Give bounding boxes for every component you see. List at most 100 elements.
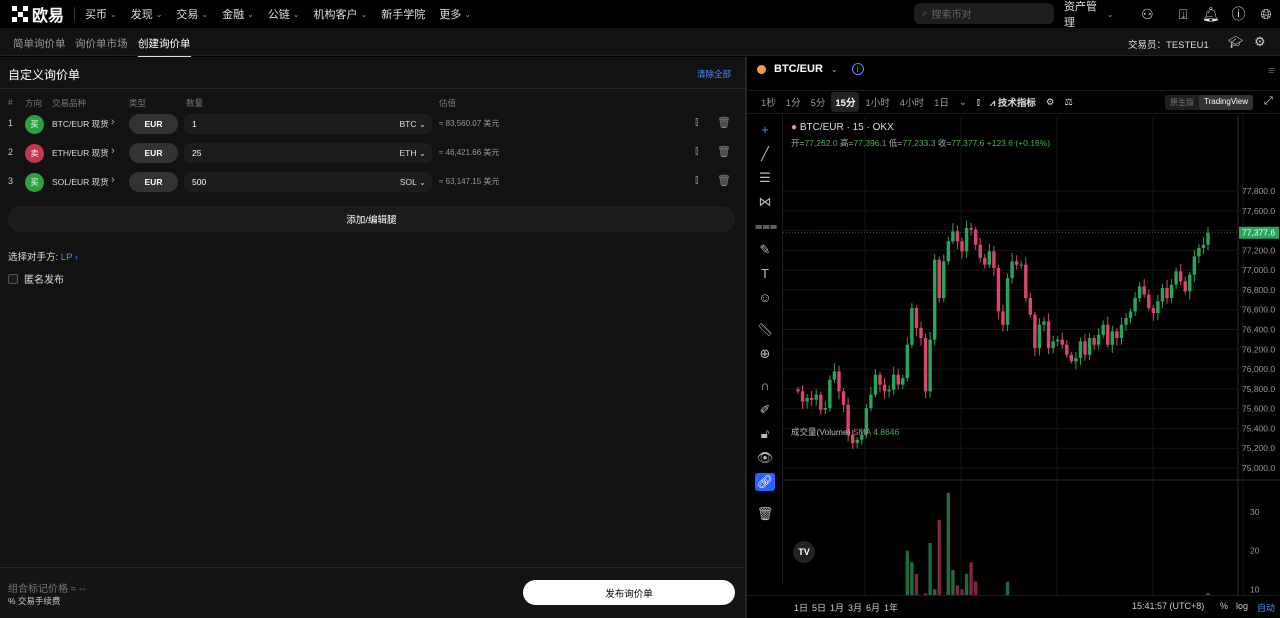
- brush-icon[interactable]: ✎: [759, 242, 771, 257]
- nav-item[interactable]: 交易 ⌄: [176, 6, 208, 22]
- side-badge[interactable]: 卖: [25, 144, 44, 163]
- trash-icon[interactable]: 🗑︎: [756, 506, 774, 521]
- quantity-input[interactable]: 1 BTC ⌄: [184, 114, 432, 134]
- candle-type-icon[interactable]: ⫾: [976, 96, 980, 108]
- indicators-button[interactable]: ⩘ 技术指标: [986, 92, 1040, 112]
- chart-candle-icon[interactable]: ⫾: [695, 174, 699, 186]
- nav-item[interactable]: 公链 ⌄: [268, 6, 300, 22]
- help-icon[interactable]: ⓘ: [1231, 6, 1246, 22]
- nav-item[interactable]: 更多 ⌄: [439, 6, 471, 22]
- nav-item[interactable]: 金融 ⌄: [222, 6, 254, 22]
- user-icon[interactable]: ⚇: [1141, 5, 1154, 22]
- menu-icon[interactable]: ≡: [1268, 65, 1275, 77]
- add-edit-leg-button[interactable]: 添加/编辑腿: [8, 206, 735, 232]
- link-icon[interactable]: 🔗︎: [755, 473, 775, 491]
- range-button[interactable]: 6月: [866, 603, 881, 613]
- checkbox[interactable]: [8, 273, 18, 284]
- assets-menu[interactable]: 资产管理 ⌄: [1064, 0, 1114, 30]
- publish-rfq-button[interactable]: 发布询价单: [523, 580, 735, 605]
- tradingview-logo-icon[interactable]: TV: [793, 541, 815, 563]
- unit-selector[interactable]: BTC ⌄: [399, 119, 426, 129]
- nav-item[interactable]: 发现 ⌄: [131, 6, 163, 22]
- chart-version-toggle[interactable]: 原生版 TradingView: [1165, 95, 1254, 110]
- lock-icon[interactable]: 🔓︎: [760, 426, 770, 441]
- eye-icon[interactable]: 👁︎: [756, 450, 774, 465]
- trash-icon[interactable]: 🗑︎: [717, 175, 731, 187]
- side-badge[interactable]: 买: [25, 173, 44, 192]
- symbol-selector[interactable]: BTC/EUR ⌄ i: [757, 63, 864, 75]
- chevron-right-icon[interactable]: ›: [111, 145, 115, 157]
- info-icon[interactable]: i: [851, 63, 864, 75]
- timeframe-5[interactable]: 4小时: [899, 98, 925, 109]
- pattern-icon[interactable]: ⋈: [758, 194, 772, 209]
- type-button[interactable]: EUR: [129, 114, 178, 134]
- instrument-label[interactable]: SOL/EUR 现货: [52, 177, 109, 187]
- log-toggle[interactable]: log: [1236, 601, 1249, 611]
- timeframe-2[interactable]: 5分: [810, 98, 826, 109]
- globe-icon[interactable]: 🌐︎: [1260, 5, 1272, 22]
- type-button[interactable]: EUR: [129, 143, 178, 163]
- tab-create-rfq[interactable]: 创建询价单: [138, 38, 191, 58]
- range-button[interactable]: 5日: [812, 603, 827, 613]
- emoji-icon[interactable]: ☺: [758, 290, 772, 305]
- trash-icon[interactable]: 🗑︎: [717, 146, 731, 158]
- chart-candle-icon[interactable]: ⫾: [695, 145, 699, 157]
- nav-item[interactable]: 机构客户 ⌄: [314, 6, 368, 22]
- range-button[interactable]: 1日: [794, 603, 809, 613]
- magnet-icon[interactable]: ∩: [760, 378, 770, 393]
- chevron-right-icon[interactable]: ›: [111, 174, 115, 186]
- graduation-cap-icon[interactable]: 🎓︎: [1228, 35, 1244, 49]
- instrument-label[interactable]: BTC/EUR 现货: [52, 119, 109, 129]
- timeframe-more-chevron-icon[interactable]: ⌄: [958, 96, 967, 108]
- auto-scale-toggle[interactable]: 自动: [1257, 603, 1276, 613]
- range-button[interactable]: 1月: [830, 603, 845, 613]
- unit-selector[interactable]: SOL ⌄: [399, 177, 426, 187]
- download-icon[interactable]: ⍗: [1178, 5, 1188, 22]
- crosshair-icon[interactable]: +: [761, 122, 769, 137]
- side-badge[interactable]: 买: [25, 115, 44, 134]
- fib-icon[interactable]: ⩶: [755, 218, 778, 233]
- parallel-lines-icon[interactable]: ☰: [759, 170, 771, 185]
- candlestick-chart[interactable]: 77,800.0 77,600.0 77,200.0 77,000.0 76,800.0…: [783, 115, 1280, 595]
- type-button[interactable]: EUR: [129, 172, 178, 192]
- brand-logo[interactable]: 欧易: [12, 2, 64, 26]
- clear-all-link[interactable]: 清除全部: [697, 69, 732, 79]
- trend-line-icon[interactable]: ╱: [761, 146, 769, 161]
- range-button[interactable]: 1年: [884, 603, 899, 613]
- scale-icon[interactable]: ⚖: [1064, 96, 1073, 108]
- chart-candle-icon[interactable]: ⫾: [695, 116, 699, 128]
- counterparty-value[interactable]: LP: [60, 252, 73, 263]
- tab-rfq-market[interactable]: 询价单市场: [75, 38, 128, 50]
- ruler-icon[interactable]: 📏︎: [756, 322, 774, 337]
- anonymous-checkbox[interactable]: 匿名发布: [8, 271, 64, 286]
- version-native[interactable]: 原生版: [1170, 98, 1194, 107]
- search-input[interactable]: ⌕ 搜索币对: [914, 3, 1054, 24]
- text-icon[interactable]: T: [761, 266, 769, 281]
- lock-drawing-icon[interactable]: ✐: [759, 402, 771, 417]
- chart-settings-icon[interactable]: ⚙: [1045, 96, 1055, 108]
- bell-icon[interactable]: 🔔︎: [1201, 5, 1220, 22]
- tab-simple-rfq[interactable]: 简单询价单: [13, 38, 66, 50]
- trash-icon[interactable]: 🗑︎: [717, 117, 731, 129]
- timeframe-6[interactable]: 1日: [934, 98, 949, 109]
- chevron-right-icon[interactable]: ›: [111, 116, 115, 128]
- drawing-toolbar: + ╱ ☰ ⋈ ⩶ ✎ T ☺ 📏︎ ⊕ ∩ ✐ 🔓︎ 👁︎ 🔗︎ 🗑︎: [747, 115, 783, 585]
- timeframe-1[interactable]: 1分: [785, 98, 801, 109]
- timeframe-3[interactable]: 15分: [831, 92, 860, 112]
- version-tradingview[interactable]: TradingView: [1199, 95, 1254, 110]
- panel-resizer[interactable]: [745, 57, 747, 618]
- quantity-input[interactable]: 500 SOL ⌄: [184, 172, 432, 192]
- quantity-input[interactable]: 25 ETH ⌄: [184, 143, 432, 163]
- counterparty-selector[interactable]: 选择对手方: LP ›: [8, 249, 78, 263]
- zoom-in-icon[interactable]: ⊕: [759, 346, 771, 361]
- unit-selector[interactable]: ETH ⌄: [399, 148, 426, 158]
- gear-icon[interactable]: ⚙: [1254, 34, 1266, 49]
- range-button[interactable]: 3月: [848, 603, 863, 613]
- timeframe-4[interactable]: 1小时: [865, 98, 890, 109]
- nav-item[interactable]: 新手学院: [381, 6, 425, 22]
- instrument-label[interactable]: ETH/EUR 现货: [52, 148, 109, 158]
- percent-toggle[interactable]: %: [1220, 601, 1229, 611]
- timeframe-0[interactable]: 1秒: [761, 98, 776, 109]
- nav-item[interactable]: 买币 ⌄: [85, 6, 117, 22]
- fullscreen-icon[interactable]: ⤢: [1264, 95, 1273, 107]
